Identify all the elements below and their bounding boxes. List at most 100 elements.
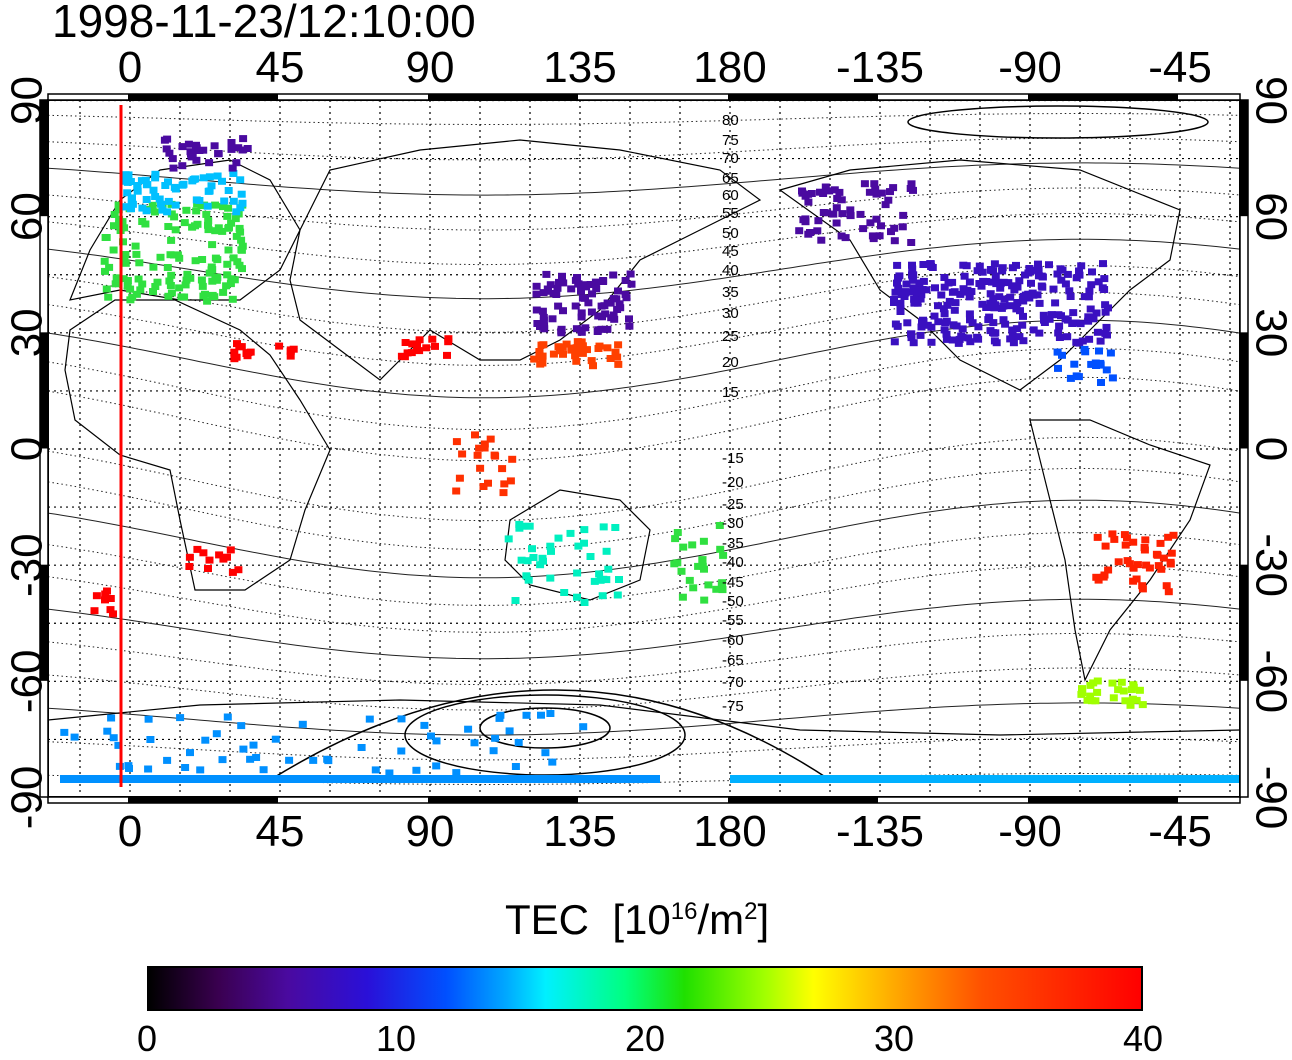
y-tick-right: -60 <box>1246 650 1292 714</box>
tec-point <box>909 288 918 296</box>
tec-point <box>1039 311 1048 319</box>
contour-label: 50 <box>722 225 739 242</box>
south-contour-arc <box>269 689 831 781</box>
tec-point <box>1108 530 1117 538</box>
y-tick-left: -60 <box>3 650 52 714</box>
tec-point <box>286 346 295 354</box>
tec-point <box>813 227 822 235</box>
tec-point <box>814 217 823 225</box>
scale-segment <box>1240 564 1248 681</box>
x-tick-top: -135 <box>836 43 924 92</box>
tec-point <box>1025 265 1034 272</box>
tec-point <box>480 440 489 448</box>
tec-point <box>908 276 917 284</box>
tec-point <box>679 543 688 551</box>
tec-point <box>452 487 461 495</box>
y-tick-right: 60 <box>1246 192 1292 241</box>
tec-point <box>523 557 532 565</box>
tec-point <box>1000 295 1009 303</box>
tec-point <box>541 749 550 757</box>
tec-point <box>151 208 159 216</box>
tec-point <box>1072 372 1081 380</box>
tec-point <box>415 336 424 344</box>
tec-point <box>1015 277 1024 285</box>
tec-point <box>877 189 886 197</box>
tec-point <box>919 316 927 324</box>
tec-point <box>222 282 231 290</box>
tec-point <box>1093 677 1102 685</box>
tec-point <box>111 280 120 288</box>
tec-point <box>673 529 682 536</box>
tec-point <box>1102 323 1111 331</box>
tec-point <box>991 272 1000 280</box>
tec-point <box>455 474 464 482</box>
tec-point <box>838 210 847 218</box>
tec-point <box>100 257 109 265</box>
tec-point <box>183 270 192 278</box>
tec-point <box>500 480 509 488</box>
tec-point <box>219 288 228 296</box>
tec-point <box>204 217 213 225</box>
tec-point <box>403 349 412 357</box>
tec-point <box>484 479 492 487</box>
tec-point <box>408 340 417 348</box>
tec-point <box>149 186 158 194</box>
tec-point <box>365 715 374 723</box>
tec-point <box>598 592 607 600</box>
tec-point <box>986 290 995 298</box>
contour-line <box>47 702 1241 736</box>
tec-point <box>529 554 538 561</box>
tec-point <box>476 464 485 472</box>
tec-point <box>688 541 697 549</box>
tec-point <box>887 228 895 236</box>
tec-point <box>106 595 115 602</box>
tec-point <box>1004 279 1013 287</box>
tec-point <box>127 205 135 213</box>
tec-point <box>1080 293 1089 301</box>
tec-point <box>243 145 252 152</box>
scale-segment <box>428 94 578 100</box>
tec-point <box>965 310 974 318</box>
scale-segment <box>128 94 278 100</box>
coastline-5 <box>1029 419 1211 682</box>
tec-point <box>1077 690 1086 698</box>
tec-point <box>1069 309 1078 317</box>
timestamp-title: 1998-11-23/12:10:00 <box>52 0 476 47</box>
tec-point <box>614 360 623 368</box>
tec-point <box>949 321 958 329</box>
x-tick-bottom: -45 <box>1148 807 1212 856</box>
tec-point <box>984 316 993 324</box>
tec-point <box>908 265 917 273</box>
tec-point <box>795 227 804 235</box>
tec-point <box>224 224 233 232</box>
tec-point <box>915 279 924 287</box>
tec-point <box>228 568 237 576</box>
contour-label: 75 <box>722 132 739 149</box>
tec-point <box>1070 360 1079 368</box>
contour-label: 80 <box>722 112 739 129</box>
tec-point <box>1029 326 1038 334</box>
tec-point <box>919 277 928 285</box>
tec-point <box>907 334 916 342</box>
tec-point <box>119 275 128 283</box>
tec-point <box>816 188 824 196</box>
tec-point <box>890 296 898 303</box>
tec-point <box>942 335 951 343</box>
tec-point <box>625 315 633 323</box>
tec-point <box>872 215 881 223</box>
tec-point <box>597 302 606 310</box>
tec-point <box>965 293 974 301</box>
tec-point <box>1142 561 1151 569</box>
tec-point <box>243 352 252 360</box>
tec-point <box>573 593 581 601</box>
tec-point <box>1033 291 1042 299</box>
tec-point <box>133 183 142 191</box>
tec-point <box>939 305 948 313</box>
tec-point <box>1065 287 1074 295</box>
tec-point <box>973 333 982 341</box>
tec-point <box>155 195 164 203</box>
tec-point <box>92 592 101 600</box>
tec-point <box>168 155 177 163</box>
tec-point <box>821 183 830 191</box>
tec-point <box>909 339 918 347</box>
